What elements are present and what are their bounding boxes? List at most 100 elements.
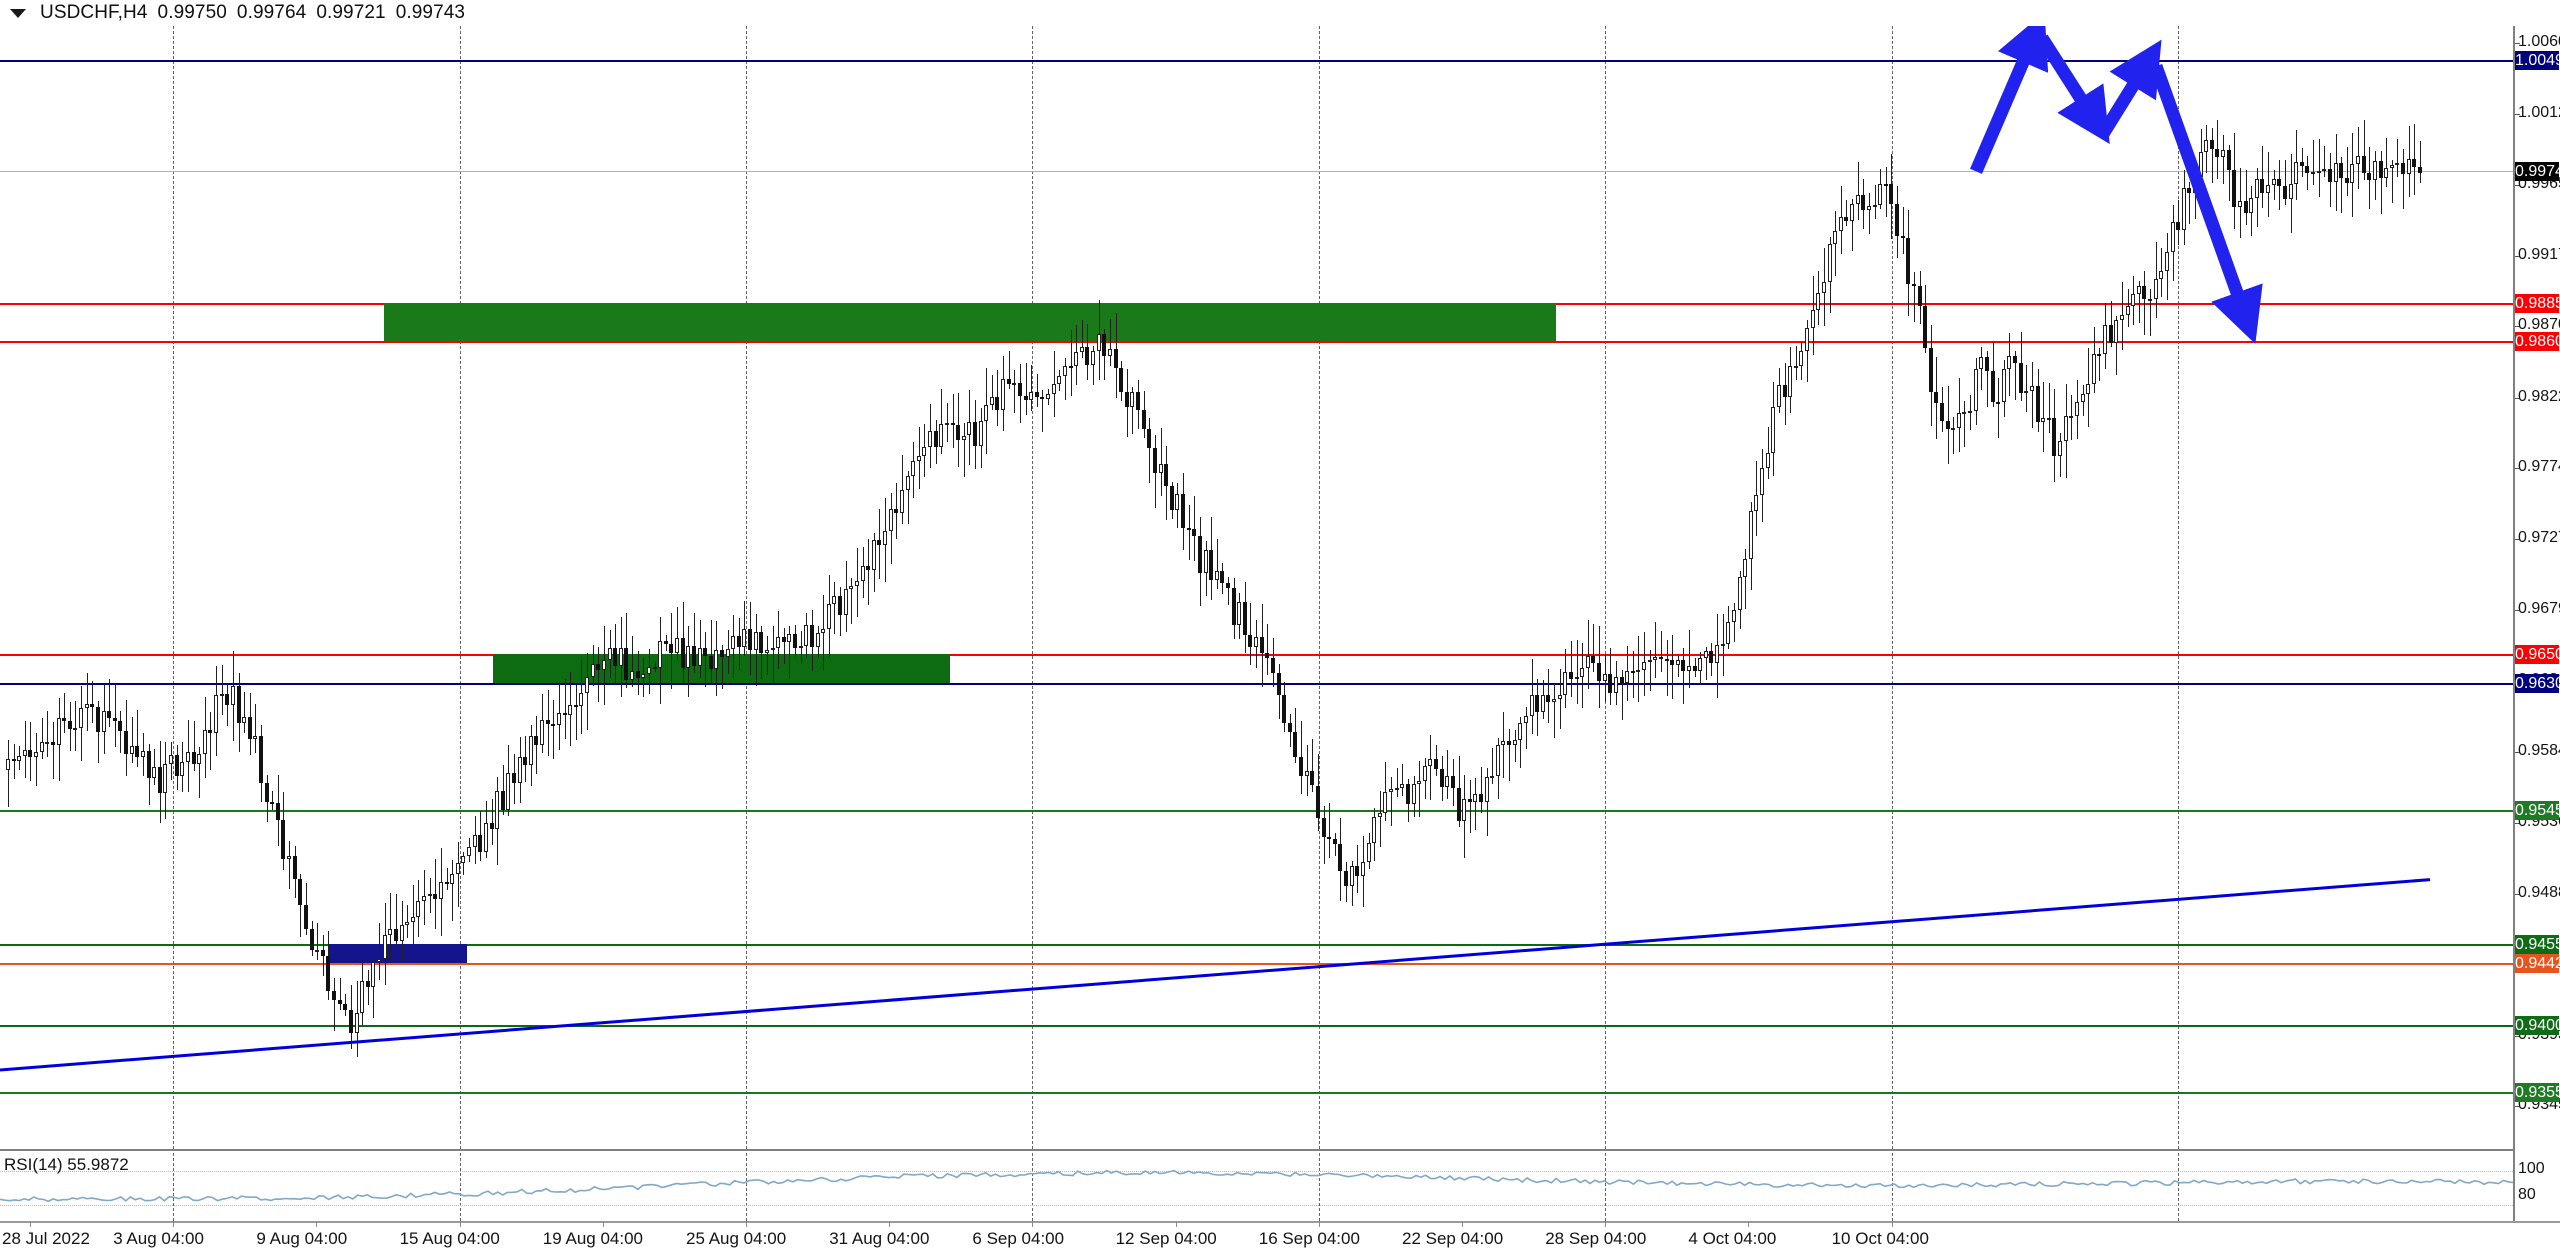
candlestick <box>1440 768 1444 787</box>
candlestick <box>1676 660 1680 666</box>
time-axis[interactable]: 28 Jul 2022 3 Aug 04:00 9 Aug 04:00 15 Aug … <box>0 1221 2560 1251</box>
candlestick <box>2075 402 2079 416</box>
candle-wick <box>1470 780 1471 833</box>
support-0-94550[interactable] <box>0 943 2513 946</box>
price-projection-arrows[interactable] <box>0 26 2513 1151</box>
candle-wick <box>2150 288 2151 337</box>
candlestick <box>2204 140 2208 152</box>
candle-wick <box>390 892 391 962</box>
candle-wick <box>92 681 93 724</box>
pill-0-99743[interactable]: 0.99743 <box>2515 162 2560 182</box>
candlestick <box>832 596 836 604</box>
candle-wick <box>334 977 335 1032</box>
candlestick <box>1361 862 1365 876</box>
demand-zone-mid[interactable] <box>492 653 950 684</box>
candlestick <box>1187 528 1191 531</box>
price-pane[interactable] <box>0 26 2513 1151</box>
candlestick <box>1367 843 1371 863</box>
candlestick <box>1423 766 1427 782</box>
candlestick <box>450 874 454 885</box>
candlestick <box>1811 309 1815 329</box>
rsi-line <box>0 1169 2513 1203</box>
candlestick <box>79 707 83 729</box>
time-tick-label: 10 Oct 04:00 <box>1831 1229 1929 1248</box>
candlestick <box>1535 695 1539 713</box>
candle-wick <box>908 470 909 525</box>
candlestick <box>1316 785 1320 819</box>
candlestick <box>377 959 381 963</box>
support-0-93550[interactable] <box>0 1092 2513 1095</box>
candlestick <box>1114 349 1118 369</box>
candlestick <box>1175 494 1179 510</box>
candlestick <box>608 647 612 660</box>
resistance-1-00490[interactable] <box>0 60 2513 63</box>
candlestick <box>1895 203 1899 237</box>
pill-0-93550[interactable]: 0.93550 <box>2515 1083 2560 1103</box>
candlestick <box>698 647 702 666</box>
candlestick <box>124 730 128 755</box>
candle-wick <box>1560 669 1561 729</box>
support-0-94000[interactable] <box>0 1025 2513 1028</box>
candle-wick <box>1335 833 1336 857</box>
demand-zone-lower[interactable] <box>329 943 468 963</box>
candle-wick <box>463 851 464 876</box>
candlestick <box>2148 299 2152 302</box>
gridline-vertical <box>2178 26 2179 1149</box>
candlestick <box>1074 352 1078 367</box>
price-axis[interactable]: 1.006051.001250.996500.991750.987000.982… <box>2513 26 2560 1221</box>
support-0-95450[interactable] <box>0 809 2513 812</box>
candlestick <box>1254 636 1258 648</box>
price-tick-label: 0.96790 <box>2518 600 2560 618</box>
candlestick <box>237 686 241 724</box>
candlestick <box>2266 185 2270 194</box>
pill-0-98855[interactable]: 0.98855 <box>2515 294 2560 314</box>
candlestick <box>2064 416 2068 442</box>
trendline-layer <box>0 878 2431 1072</box>
supply-zone-upper[interactable] <box>384 303 1556 342</box>
candlestick <box>220 693 224 696</box>
gridline-vertical <box>746 26 747 1149</box>
candle-wick <box>272 790 273 811</box>
candlestick <box>1322 818 1326 837</box>
candle-wick <box>2099 347 2100 382</box>
candle-wick <box>1571 641 1572 697</box>
candlestick <box>1451 776 1455 789</box>
candlestick <box>1822 282 1826 294</box>
rsi-pane[interactable]: RSI(14) 55.9872 <box>0 1153 2513 1221</box>
price-tick-label: 0.97270 <box>2518 529 2560 547</box>
candlestick <box>1310 770 1314 786</box>
support-0-98600[interactable] <box>0 341 2513 344</box>
support-0-94420[interactable] <box>0 962 2513 965</box>
candle-wick <box>317 923 318 961</box>
candlestick <box>754 632 758 650</box>
candlestick <box>1912 284 1916 287</box>
candlestick <box>281 819 285 860</box>
candlestick <box>315 950 319 953</box>
candlestick <box>664 641 668 644</box>
current-price-0-99743[interactable] <box>0 171 2513 173</box>
candle-wick <box>1149 417 1150 484</box>
candle-wick <box>14 744 15 779</box>
candlestick <box>1069 365 1073 368</box>
candlestick <box>2289 183 2293 200</box>
support-0-96300[interactable] <box>0 683 2513 686</box>
candle-wick <box>1683 648 1684 705</box>
candle-wick <box>1875 185 1876 220</box>
candlestick <box>2092 353 2096 385</box>
candlestick <box>1412 783 1416 805</box>
ascending-trendline[interactable] <box>0 878 2431 1072</box>
candlestick <box>242 717 246 724</box>
candlestick <box>877 540 881 545</box>
candlestick <box>2215 148 2219 158</box>
rsi-indicator-label: RSI(14) 55.9872 <box>4 1155 129 1174</box>
candle-wick <box>47 710 48 758</box>
triangle-down-icon[interactable] <box>10 8 26 18</box>
